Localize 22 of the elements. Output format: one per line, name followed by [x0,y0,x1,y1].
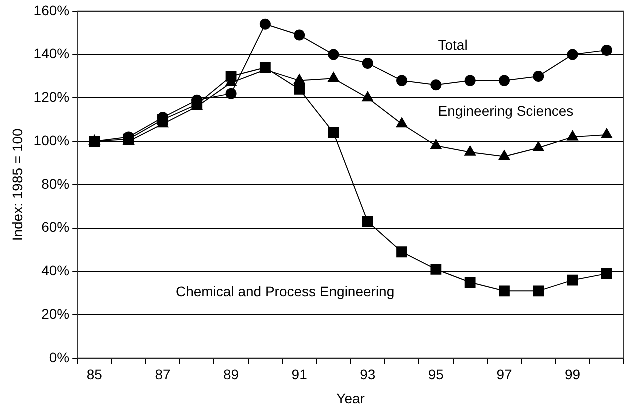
y-tick-label: 40% [42,262,70,279]
x-tick-label: 95 [428,366,444,383]
y-tick-label: 160% [34,2,70,18]
y-tick-label: 80% [42,176,70,192]
x-tick-label: 87 [155,366,171,383]
x-tick-label: 91 [292,366,308,383]
series-label: Engineering Sciences [438,102,574,119]
y-tick-label: 120% [34,89,70,106]
x-tick-label: 89 [223,366,240,383]
x-tick-label: 85 [86,366,103,383]
x-axis-title: Year [336,390,366,406]
y-tick-label: 100% [34,132,70,148]
x-tick-label: 97 [496,366,512,383]
y-tick-label: 60% [42,219,70,236]
x-tick-label: 93 [360,366,376,383]
y-axis-title: Index: 1985 = 100 [9,128,26,242]
y-tick-label: 20% [42,306,70,322]
y-tick-label: 140% [34,46,70,62]
series-label: Total [438,36,468,53]
series-label: Chemical and Process Engineering [176,283,395,300]
x-tick-label: 99 [564,366,581,383]
y-tick-label: 0% [49,349,70,366]
